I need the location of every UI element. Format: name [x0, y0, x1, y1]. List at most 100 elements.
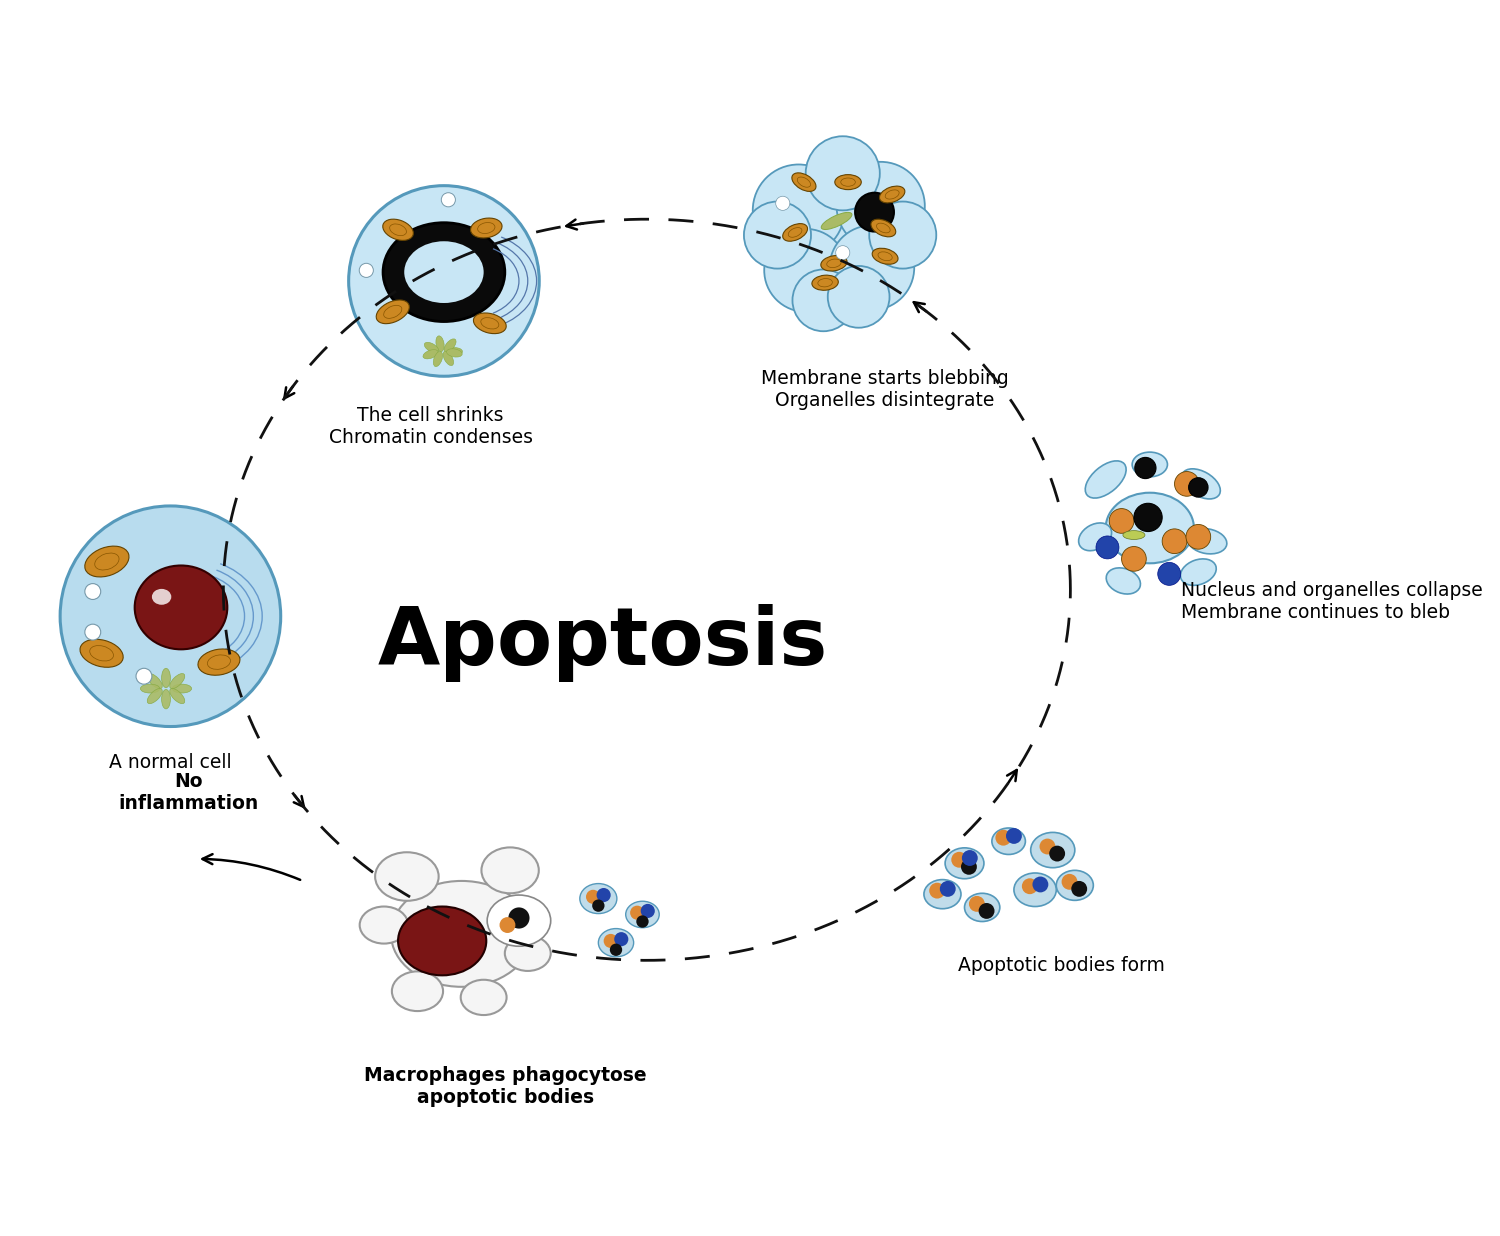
- Circle shape: [1188, 477, 1208, 497]
- Circle shape: [1022, 879, 1038, 894]
- Circle shape: [1122, 546, 1146, 571]
- Ellipse shape: [871, 248, 898, 265]
- Text: A normal cell: A normal cell: [110, 753, 231, 772]
- Text: Apoptosis: Apoptosis: [378, 603, 828, 682]
- Ellipse shape: [964, 894, 1000, 922]
- Ellipse shape: [482, 848, 538, 894]
- Ellipse shape: [147, 674, 162, 688]
- Circle shape: [837, 162, 926, 250]
- Ellipse shape: [783, 224, 807, 241]
- Circle shape: [776, 197, 790, 210]
- Ellipse shape: [152, 588, 171, 604]
- Circle shape: [792, 269, 853, 331]
- Ellipse shape: [812, 276, 838, 290]
- Circle shape: [610, 943, 622, 955]
- Ellipse shape: [398, 906, 486, 975]
- Circle shape: [928, 883, 945, 899]
- Circle shape: [951, 852, 968, 868]
- Circle shape: [830, 225, 914, 310]
- Circle shape: [614, 932, 628, 947]
- Text: Membrane starts blebbing
Organelles disintegrate: Membrane starts blebbing Organelles disi…: [760, 370, 1010, 410]
- Ellipse shape: [924, 880, 962, 908]
- Ellipse shape: [879, 187, 904, 203]
- Circle shape: [1071, 881, 1088, 897]
- Ellipse shape: [1056, 870, 1094, 900]
- Ellipse shape: [447, 347, 462, 356]
- Ellipse shape: [945, 848, 984, 879]
- Ellipse shape: [198, 649, 240, 675]
- Circle shape: [592, 900, 604, 912]
- Circle shape: [586, 890, 600, 904]
- Ellipse shape: [471, 218, 502, 239]
- Ellipse shape: [488, 895, 550, 947]
- Circle shape: [962, 859, 976, 875]
- Ellipse shape: [474, 313, 506, 334]
- Ellipse shape: [436, 336, 444, 351]
- Text: Nucleus and organelles collapse
Membrane continues to bleb: Nucleus and organelles collapse Membrane…: [1180, 581, 1482, 622]
- Circle shape: [962, 850, 978, 866]
- Ellipse shape: [1188, 529, 1227, 554]
- Ellipse shape: [404, 241, 483, 303]
- Circle shape: [1096, 536, 1119, 559]
- Circle shape: [1136, 457, 1156, 478]
- Circle shape: [597, 887, 610, 902]
- Text: The cell shrinks
Chromatin condenses: The cell shrinks Chromatin condenses: [328, 407, 532, 447]
- Ellipse shape: [392, 881, 532, 986]
- Ellipse shape: [836, 174, 861, 189]
- Ellipse shape: [1106, 567, 1140, 595]
- Circle shape: [836, 246, 850, 260]
- Circle shape: [1040, 838, 1056, 854]
- Circle shape: [630, 906, 644, 920]
- Ellipse shape: [424, 342, 438, 352]
- Circle shape: [1158, 562, 1180, 586]
- Ellipse shape: [1078, 523, 1112, 551]
- Ellipse shape: [992, 828, 1026, 854]
- Circle shape: [86, 624, 100, 640]
- Ellipse shape: [1106, 493, 1194, 564]
- Circle shape: [855, 193, 894, 231]
- Circle shape: [868, 201, 936, 268]
- Ellipse shape: [792, 173, 816, 192]
- Circle shape: [1162, 529, 1186, 554]
- Circle shape: [60, 506, 280, 727]
- Circle shape: [348, 185, 538, 376]
- Ellipse shape: [460, 980, 507, 1015]
- Ellipse shape: [382, 219, 414, 240]
- Ellipse shape: [170, 674, 184, 688]
- Ellipse shape: [626, 901, 658, 928]
- Circle shape: [1134, 503, 1162, 531]
- Ellipse shape: [1084, 461, 1126, 498]
- Ellipse shape: [170, 688, 184, 703]
- Ellipse shape: [580, 884, 616, 913]
- Circle shape: [1186, 524, 1210, 549]
- Text: No
inflammation: No inflammation: [118, 772, 258, 813]
- Circle shape: [640, 904, 656, 918]
- Ellipse shape: [80, 639, 123, 667]
- Ellipse shape: [382, 222, 506, 321]
- Circle shape: [1108, 508, 1134, 533]
- Ellipse shape: [162, 669, 171, 687]
- Text: Macrophages phagocytose
apoptotic bodies: Macrophages phagocytose apoptotic bodies: [364, 1067, 646, 1107]
- Circle shape: [509, 907, 530, 928]
- Circle shape: [1007, 828, 1022, 844]
- Ellipse shape: [86, 546, 129, 577]
- Ellipse shape: [423, 350, 438, 358]
- Ellipse shape: [376, 300, 410, 324]
- Circle shape: [828, 266, 890, 328]
- Circle shape: [358, 263, 374, 277]
- Ellipse shape: [442, 351, 453, 366]
- Ellipse shape: [147, 688, 162, 703]
- Circle shape: [764, 229, 847, 311]
- Ellipse shape: [1182, 468, 1221, 499]
- Ellipse shape: [447, 349, 462, 357]
- Circle shape: [1032, 876, 1048, 892]
- Ellipse shape: [871, 219, 895, 237]
- Ellipse shape: [162, 690, 171, 709]
- Circle shape: [978, 904, 994, 918]
- Ellipse shape: [360, 906, 408, 943]
- Ellipse shape: [172, 685, 192, 693]
- Circle shape: [1048, 845, 1065, 861]
- Ellipse shape: [821, 256, 848, 271]
- Text: Apoptotic bodies form: Apoptotic bodies form: [958, 955, 1166, 975]
- Circle shape: [86, 583, 100, 599]
